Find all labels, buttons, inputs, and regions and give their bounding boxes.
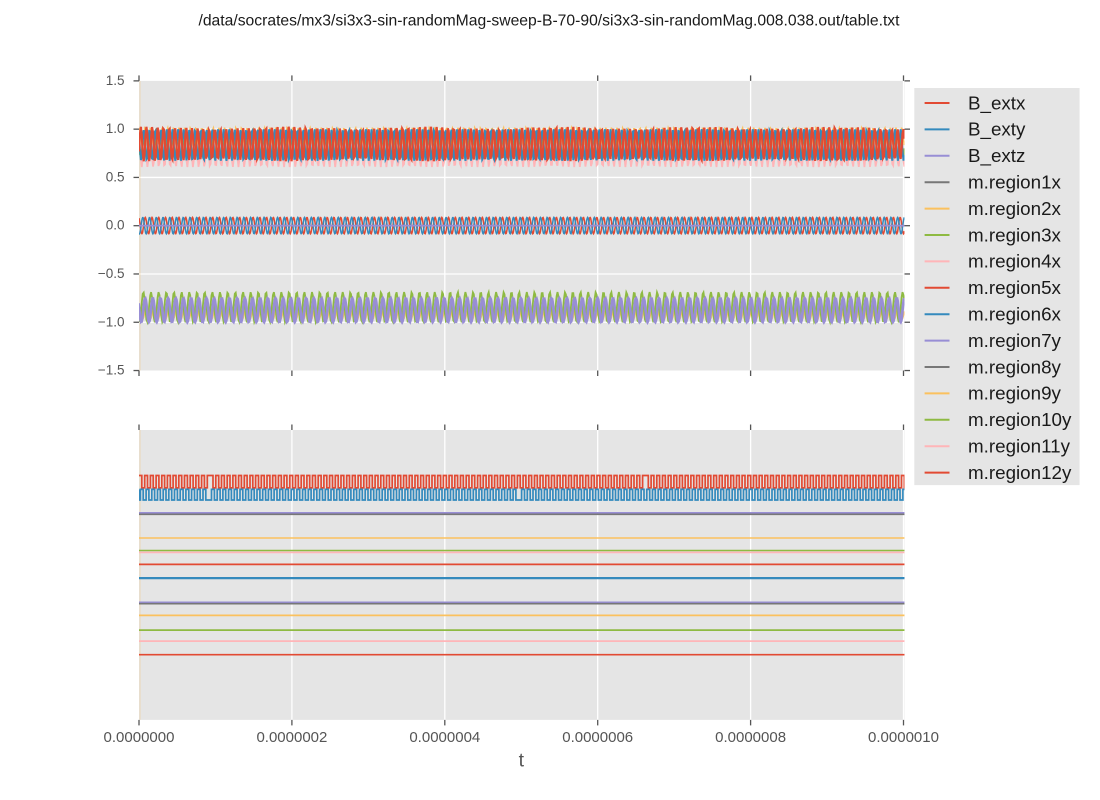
svg-text:B_exty: B_exty (968, 119, 1026, 141)
svg-text:m.region8y: m.region8y (968, 356, 1062, 377)
svg-text:0.5: 0.5 (106, 169, 125, 184)
svg-text:m.region11y: m.region11y (968, 436, 1071, 457)
svg-text:t: t (519, 750, 525, 772)
svg-text:m.region9y: m.region9y (968, 383, 1062, 404)
svg-text:m.region2x: m.region2x (968, 198, 1062, 219)
svg-text:−1.5: −1.5 (98, 363, 125, 378)
svg-text:0.0000004: 0.0000004 (409, 729, 480, 746)
svg-text:B_extx: B_extx (968, 92, 1026, 114)
svg-text:m.region4x: m.region4x (968, 251, 1062, 272)
svg-text:/data/socrates/mx3/si3x3-sin-r: /data/socrates/mx3/si3x3-sin-randomMag-s… (198, 13, 900, 30)
svg-text:−0.5: −0.5 (98, 266, 125, 281)
svg-text:1.0: 1.0 (106, 121, 125, 136)
svg-text:m.region10y: m.region10y (968, 409, 1072, 430)
svg-text:m.region12y: m.region12y (968, 462, 1072, 483)
svg-text:1.5: 1.5 (106, 73, 125, 88)
svg-text:B_extz: B_extz (968, 145, 1025, 167)
svg-text:0.0000006: 0.0000006 (562, 729, 633, 746)
svg-text:m.region1x: m.region1x (968, 172, 1062, 193)
svg-text:0.0: 0.0 (106, 218, 125, 233)
svg-text:0.0000002: 0.0000002 (256, 729, 327, 746)
svg-text:−1.0: −1.0 (98, 314, 125, 329)
svg-text:m.region7y: m.region7y (968, 330, 1062, 351)
svg-text:m.region5x: m.region5x (968, 277, 1062, 298)
svg-text:m.region3x: m.region3x (968, 224, 1062, 245)
svg-text:m.region6x: m.region6x (968, 304, 1062, 325)
svg-text:0.0000008: 0.0000008 (715, 729, 786, 746)
svg-text:0.0000000: 0.0000000 (104, 729, 175, 746)
svg-text:0.0000010: 0.0000010 (868, 729, 939, 746)
